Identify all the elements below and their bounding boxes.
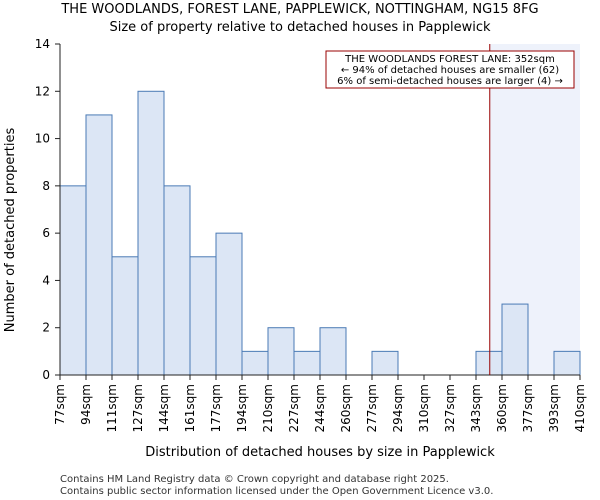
x-tick-label: 144sqm bbox=[157, 384, 171, 432]
x-tick-label: 210sqm bbox=[261, 384, 275, 432]
x-tick-label: 343sqm bbox=[469, 384, 483, 432]
x-tick-label: 111sqm bbox=[105, 384, 119, 432]
x-tick-label: 377sqm bbox=[521, 384, 535, 432]
x-tick-label: 360sqm bbox=[495, 384, 509, 432]
bar bbox=[215, 232, 243, 376]
annotation-line: 6% of semi-detached houses are larger (4… bbox=[337, 76, 563, 87]
y-axis-label: Number of detached properties bbox=[3, 128, 18, 333]
bar bbox=[267, 327, 295, 376]
bar bbox=[319, 327, 347, 376]
y-tick-label: 2 bbox=[42, 321, 50, 335]
y-tick-label: 14 bbox=[35, 37, 50, 51]
annotation-box bbox=[325, 50, 575, 89]
x-tick-label: 177sqm bbox=[209, 384, 223, 432]
x-ticks-layer: 77sqm 94sqm 111sqm 127sqm 144sqm 161sqm 177sqm… bbox=[53, 375, 587, 432]
bar bbox=[189, 256, 217, 376]
y-tick-label: 4 bbox=[42, 273, 50, 287]
y-tick-label: 8 bbox=[42, 179, 50, 193]
bar bbox=[501, 303, 529, 376]
x-axis-label: Distribution of detached houses by size … bbox=[145, 445, 495, 460]
bar bbox=[293, 350, 321, 376]
bar bbox=[111, 256, 139, 376]
bar bbox=[371, 350, 399, 376]
bar bbox=[59, 185, 87, 376]
bar bbox=[85, 114, 113, 376]
y-ticks-layer: 0 2 4 6 8 10 12 14 bbox=[35, 37, 60, 382]
x-tick-label: 244sqm bbox=[313, 384, 327, 432]
annotation-line: THE WOODLANDS FOREST LANE: 352sqm bbox=[344, 54, 555, 65]
bar bbox=[163, 185, 191, 376]
chart-title: THE WOODLANDS, FOREST LANE, PAPPLEWICK, … bbox=[60, 2, 538, 17]
x-tick-label: 127sqm bbox=[131, 384, 145, 432]
y-tick-label: 0 bbox=[42, 368, 50, 382]
footer-line-2: Contains public sector information licen… bbox=[60, 486, 493, 497]
x-tick-label: 327sqm bbox=[443, 384, 457, 432]
x-tick-label: 194sqm bbox=[235, 384, 249, 432]
bar bbox=[475, 350, 503, 376]
x-tick-label: 227sqm bbox=[287, 384, 301, 432]
x-tick-label: 277sqm bbox=[365, 384, 379, 432]
x-tick-label: 94sqm bbox=[79, 384, 93, 425]
x-tick-label: 294sqm bbox=[391, 384, 405, 432]
x-tick-label: 161sqm bbox=[183, 384, 197, 432]
y-tick-label: 12 bbox=[35, 84, 50, 98]
x-tick-label: 77sqm bbox=[53, 384, 67, 425]
bars-layer bbox=[59, 90, 581, 376]
y-tick-label: 10 bbox=[35, 132, 50, 146]
annotation-line: ← 94% of detached houses are smaller (62… bbox=[341, 65, 559, 76]
y-tick-label: 6 bbox=[42, 226, 50, 240]
x-tick-label: 260sqm bbox=[339, 384, 353, 432]
bar bbox=[241, 350, 269, 376]
x-tick-label: 310sqm bbox=[417, 384, 431, 432]
x-tick-label: 410sqm bbox=[573, 384, 587, 432]
chart-subtitle: Size of property relative to detached ho… bbox=[109, 20, 491, 35]
footer-line-1: Contains HM Land Registry data © Crown c… bbox=[60, 474, 449, 485]
x-tick-label: 393sqm bbox=[547, 384, 561, 432]
bar bbox=[137, 90, 165, 376]
marker-layer: THE WOODLANDS FOREST LANE: 352sqm← 94% o… bbox=[325, 44, 575, 375]
bar bbox=[553, 350, 581, 376]
